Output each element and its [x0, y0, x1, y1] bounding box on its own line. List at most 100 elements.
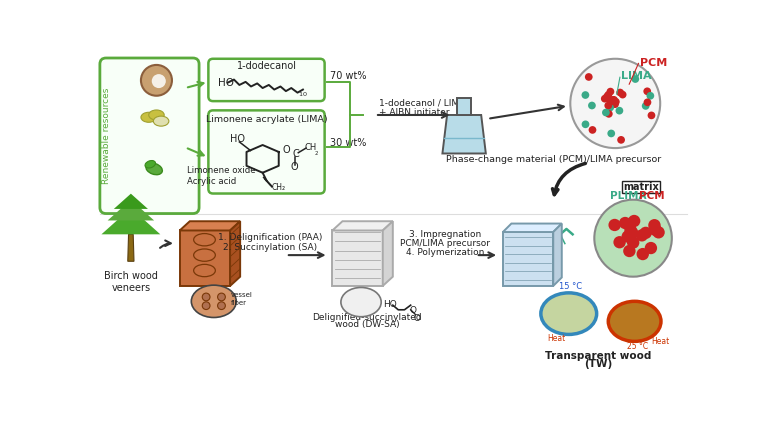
Circle shape	[649, 224, 661, 236]
Circle shape	[607, 98, 614, 105]
Circle shape	[642, 102, 650, 110]
Circle shape	[617, 136, 625, 144]
FancyBboxPatch shape	[100, 58, 199, 213]
Polygon shape	[101, 208, 161, 234]
Circle shape	[601, 95, 609, 102]
Circle shape	[612, 98, 620, 105]
FancyBboxPatch shape	[208, 59, 325, 101]
Text: (TW): (TW)	[584, 359, 612, 369]
Text: Acrylic acid: Acrylic acid	[187, 177, 237, 186]
Polygon shape	[108, 200, 154, 220]
Circle shape	[615, 107, 624, 114]
Circle shape	[202, 302, 210, 309]
Circle shape	[624, 229, 636, 241]
Text: HO: HO	[382, 301, 396, 309]
Text: O: O	[283, 145, 290, 155]
Circle shape	[627, 236, 640, 249]
Circle shape	[628, 215, 641, 227]
Circle shape	[581, 121, 589, 128]
Circle shape	[644, 98, 651, 106]
Text: CH: CH	[304, 143, 316, 152]
Polygon shape	[442, 115, 486, 153]
Ellipse shape	[141, 112, 157, 122]
Text: PCM: PCM	[640, 58, 667, 68]
Text: 1-dodecanol: 1-dodecanol	[237, 61, 296, 71]
Circle shape	[607, 103, 614, 111]
Circle shape	[605, 110, 613, 118]
Circle shape	[202, 293, 210, 301]
Polygon shape	[180, 221, 240, 231]
Text: O: O	[290, 162, 298, 172]
Ellipse shape	[145, 161, 155, 168]
Polygon shape	[114, 194, 148, 209]
Circle shape	[637, 248, 649, 260]
Circle shape	[604, 91, 612, 98]
Circle shape	[614, 236, 626, 248]
Circle shape	[636, 229, 648, 241]
Text: HO: HO	[218, 78, 234, 88]
Text: Delignified-succinylated: Delignified-succinylated	[313, 313, 422, 322]
Polygon shape	[503, 232, 553, 286]
Text: O: O	[409, 306, 416, 315]
Text: O: O	[414, 314, 421, 323]
Circle shape	[151, 73, 167, 89]
Polygon shape	[230, 221, 240, 286]
Polygon shape	[333, 221, 392, 231]
Text: 3. Impregnation: 3. Impregnation	[409, 230, 481, 238]
Circle shape	[644, 242, 657, 254]
Text: + AIBN initiator: + AIBN initiator	[379, 108, 449, 117]
Circle shape	[624, 223, 637, 236]
Text: fiber: fiber	[231, 300, 247, 306]
Text: C: C	[292, 149, 299, 159]
Circle shape	[623, 245, 636, 257]
Circle shape	[640, 227, 652, 239]
Text: Limonene acrylate (LIMA): Limonene acrylate (LIMA)	[206, 115, 327, 124]
Polygon shape	[457, 98, 471, 115]
Text: 25 °C: 25 °C	[627, 342, 648, 351]
Polygon shape	[180, 231, 230, 286]
Ellipse shape	[191, 285, 237, 318]
Circle shape	[611, 100, 619, 108]
Text: $_{10}$: $_{10}$	[297, 90, 307, 99]
Text: HO: HO	[230, 134, 245, 144]
Circle shape	[616, 89, 624, 96]
Text: Phase-change material (PCM)/LIMA precursor: Phase-change material (PCM)/LIMA precurs…	[445, 155, 661, 164]
Ellipse shape	[146, 163, 162, 175]
Circle shape	[607, 88, 614, 95]
Text: LIMA: LIMA	[621, 71, 652, 82]
Polygon shape	[333, 231, 382, 286]
Circle shape	[621, 230, 634, 243]
Text: 30 wt%: 30 wt%	[330, 138, 366, 148]
Circle shape	[141, 65, 172, 96]
Circle shape	[603, 93, 611, 100]
Text: PCM: PCM	[639, 191, 665, 201]
Circle shape	[608, 96, 616, 104]
Text: $_2$: $_2$	[314, 149, 319, 158]
Ellipse shape	[149, 110, 164, 120]
Circle shape	[644, 87, 651, 95]
Circle shape	[608, 219, 621, 231]
Text: Heat: Heat	[547, 334, 565, 343]
Text: 1-dodecanol / LIMA: 1-dodecanol / LIMA	[379, 99, 465, 108]
Polygon shape	[503, 223, 561, 232]
Polygon shape	[127, 234, 134, 261]
Text: PCM/LIMA precursor: PCM/LIMA precursor	[400, 239, 490, 248]
Text: Heat: Heat	[652, 337, 670, 346]
Circle shape	[604, 102, 612, 109]
Text: 70 wt%: 70 wt%	[330, 71, 366, 81]
Ellipse shape	[541, 293, 597, 334]
Ellipse shape	[341, 287, 381, 317]
Text: wood (DW-SA): wood (DW-SA)	[335, 321, 399, 330]
Ellipse shape	[154, 116, 169, 126]
Text: Limonene oxide: Limonene oxide	[187, 166, 256, 175]
Circle shape	[217, 302, 225, 309]
Circle shape	[631, 75, 639, 83]
Text: Birch wood
veneers: Birch wood veneers	[104, 271, 157, 293]
Circle shape	[571, 59, 660, 148]
Circle shape	[594, 200, 672, 276]
Circle shape	[585, 73, 593, 81]
Circle shape	[607, 130, 615, 137]
Circle shape	[610, 96, 617, 104]
Text: Renewable resources: Renewable resources	[102, 88, 111, 184]
Ellipse shape	[608, 302, 661, 341]
